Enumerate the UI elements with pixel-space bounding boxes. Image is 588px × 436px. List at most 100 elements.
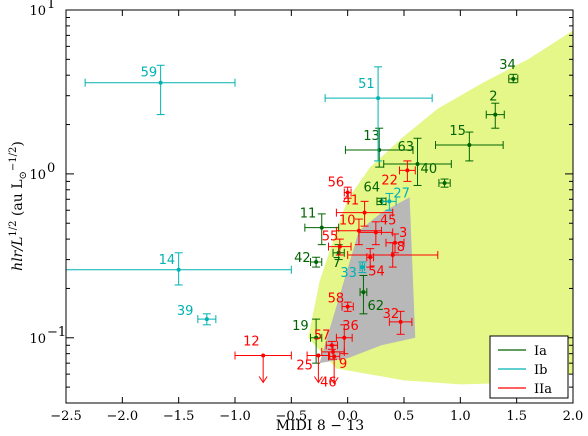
x-tick-label: −1.5 [163, 409, 195, 424]
data-point: 15 [435, 124, 504, 162]
data-point: 27 [382, 186, 410, 211]
point-marker [345, 304, 350, 309]
point-label: 25 [296, 358, 313, 373]
point-marker [261, 353, 266, 358]
point-label: 41 [343, 194, 360, 209]
point-label: 33 [340, 266, 357, 281]
data-point: 57 [314, 328, 339, 350]
point-label: 64 [363, 180, 380, 195]
point-marker [376, 96, 381, 101]
point-marker [314, 259, 319, 264]
point-marker [360, 265, 365, 270]
data-point: 39 [177, 304, 217, 326]
point-marker [390, 252, 395, 257]
point-label: 32 [383, 307, 400, 322]
y-tick-exponent: 0 [47, 161, 55, 176]
point-label: 15 [449, 124, 466, 139]
point-label: 55 [322, 230, 339, 245]
y-axis-label-unit-sub: ⊙ [18, 171, 29, 179]
upper-limit-arrowhead [258, 376, 268, 384]
legend: Ia Ib IIa [489, 335, 569, 399]
point-label: 12 [243, 334, 260, 349]
x-tick-label: 1.5 [506, 409, 527, 424]
legend-box [489, 335, 569, 399]
point-label: 2 [489, 90, 497, 105]
x-tick-label: 1.0 [450, 409, 471, 424]
point-marker [361, 290, 366, 295]
point-label: 40 [421, 162, 438, 177]
point-marker [368, 255, 373, 260]
point-label: 36 [342, 319, 359, 334]
data-point: 11 [300, 207, 340, 246]
data-point: 32 [383, 307, 413, 335]
data-point: 42 [294, 251, 323, 268]
point-label: 10 [339, 214, 356, 229]
axis-ticks: −2.5 −2.0 −1.5 −1.0 −0.5 0.0 0.5 1.0 1.5 2.010 −11… [29, 0, 583, 424]
data-point: 33 [340, 261, 367, 281]
point-marker [314, 335, 319, 340]
y-tick-label: 10 [29, 4, 46, 19]
point-marker [387, 199, 392, 204]
point-marker [316, 353, 321, 358]
point-label: 11 [300, 207, 317, 222]
legend-label: IIa [534, 382, 552, 397]
y-axis-label-unit-exp: −1/2 [8, 147, 19, 171]
y-tick-label: 10 [29, 332, 46, 347]
upper-limit-arrowhead [313, 376, 323, 384]
data-point: 58 [328, 292, 354, 312]
x-tick-label: −2.0 [107, 409, 139, 424]
data-point: 40 [421, 162, 451, 188]
point-marker [176, 267, 181, 272]
x-tick-label: 0.5 [394, 409, 415, 424]
point-marker [442, 180, 447, 185]
point-label: 39 [177, 304, 194, 319]
y-axis-label-unit-close: ) [10, 141, 26, 146]
point-label: 13 [363, 129, 380, 144]
point-marker [373, 230, 378, 235]
point-label: 57 [314, 328, 331, 343]
point-marker [345, 190, 350, 195]
point-label: 3 [399, 226, 407, 241]
data-point: 2 [485, 90, 505, 129]
x-tick-label: 2.0 [563, 409, 584, 424]
x-axis-label: MIDI 8 − 13 [276, 418, 364, 434]
point-label: 63 [398, 140, 415, 155]
point-marker [337, 244, 342, 249]
legend-label: Ia [534, 344, 547, 359]
point-marker [319, 225, 324, 230]
point-label: 46 [320, 375, 337, 390]
data-point: 59 [84, 64, 236, 116]
point-marker [158, 80, 163, 85]
point-marker [332, 354, 337, 359]
x-tick-label: 0.0 [337, 409, 358, 424]
y-axis-label: hlr/L1/2 (au L⊙−1/2) [8, 141, 29, 271]
point-marker [362, 210, 367, 215]
y-tick-label: 10 [29, 168, 46, 183]
x-tick-label: −2.5 [50, 409, 82, 424]
point-label: 8 [397, 240, 405, 255]
point-marker [398, 319, 403, 324]
data-point: 14 [66, 252, 292, 286]
point-label: 56 [328, 175, 345, 190]
point-label: 22 [381, 173, 398, 188]
point-marker [204, 317, 209, 322]
point-label: 9 [339, 357, 347, 372]
data-point: 34 [499, 58, 519, 84]
point-label: 27 [393, 186, 410, 201]
point-marker [493, 112, 498, 117]
data-point: 56 [328, 175, 352, 199]
point-marker [415, 161, 420, 166]
point-label: 54 [368, 264, 385, 279]
data-point: 63 [383, 137, 452, 186]
point-label: 59 [141, 66, 158, 81]
data-point: 41 [335, 194, 394, 227]
data-point: 51 [324, 66, 433, 162]
data-point: 22 [381, 160, 416, 188]
plot-frame [65, 9, 574, 404]
legend-label: Ib [534, 363, 547, 378]
x-tick-label: −0.5 [276, 409, 308, 424]
point-label: 7 [333, 256, 341, 271]
data-point: 12 [234, 334, 292, 384]
y-axis-label-exp: 1/2 [8, 221, 19, 237]
